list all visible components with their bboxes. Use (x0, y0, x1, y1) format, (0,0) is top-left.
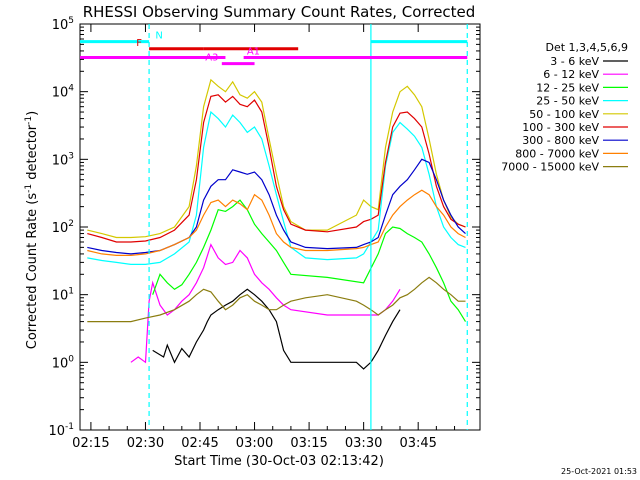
x-tick-label-1: 02:15 (72, 436, 109, 451)
flag-label-A3: A3 (205, 53, 218, 64)
series-line-3 (152, 199, 467, 322)
y-tick-label-1: 10-1 (48, 422, 74, 439)
x-tick-label-3: 02:45 (181, 436, 218, 451)
y-tick-label-6: 104 (52, 84, 75, 101)
series-line-8 (87, 189, 466, 256)
x-axis: 02:15 02:30 02:45 03:00 03:15 03:30 03:45 (72, 24, 456, 451)
legend-label-4: 25 - 50 keV (536, 95, 599, 108)
y-axis-label-sup2: -1 (24, 116, 34, 125)
series-line-1 (152, 288, 401, 370)
legend-label-5: 50 - 100 keV (529, 108, 599, 121)
y-tick-label-4: 102 (52, 219, 74, 236)
y-tick-label-5: 103 (52, 151, 74, 168)
y-tick-label-2: 100 (52, 354, 75, 371)
flag-label-N: N (155, 31, 162, 42)
legend-label-3: 12 - 25 keV (536, 81, 599, 94)
timestamp: 25-Oct-2021 01:53 (561, 467, 637, 476)
y-tick-label-7: 105 (52, 16, 74, 33)
flag-label-F: F (136, 38, 142, 49)
y-axis-label-sup1: -1 (24, 184, 34, 193)
legend-label-2: 6 - 12 keV (543, 68, 599, 81)
x-axis-label: Start Time (30-Oct-03 02:13:42) (174, 454, 384, 469)
x-tick-label-7: 03:45 (399, 436, 436, 451)
series-line-6 (87, 94, 466, 243)
legend-title: Det 1,3,4,5,6,9 (545, 41, 628, 54)
chart-title: RHESSI Observing Summary Count Rates, Co… (83, 3, 476, 21)
plot-area: N F A1 A3 (79, 23, 481, 431)
y-axis-label-end: ) (25, 111, 40, 116)
legend-label-7: 300 - 800 keV (522, 134, 599, 147)
legend-label-9: 7000 - 15000 keV (501, 161, 599, 174)
x-tick-label-2: 02:30 (127, 436, 164, 451)
legend-label-8: 800 - 7000 keV (515, 147, 599, 160)
flag-label-A1: A1 (247, 46, 260, 57)
x-tick-label-4: 03:00 (236, 436, 273, 451)
series-line-5 (87, 78, 466, 239)
y-axis-label-mid: detector (25, 124, 40, 184)
series-line-9 (87, 276, 466, 323)
x-tick-label-5: 03:15 (290, 436, 327, 451)
legend-label-6: 100 - 300 keV (522, 121, 599, 134)
series-line-4 (87, 110, 466, 265)
series-line-2 (130, 243, 401, 364)
y-axis-label: Corrected Count Rate (s-1 detector-1) (24, 111, 40, 349)
y-axis: 10-1 100 101 102 103 104 105 (48, 16, 480, 439)
legend-label-1: 3 - 6 keV (550, 55, 599, 68)
y-axis-label-main: Corrected Count Rate (s (25, 193, 40, 350)
y-tick-label-3: 101 (52, 287, 74, 304)
x-tick-label-6: 03:30 (345, 436, 382, 451)
